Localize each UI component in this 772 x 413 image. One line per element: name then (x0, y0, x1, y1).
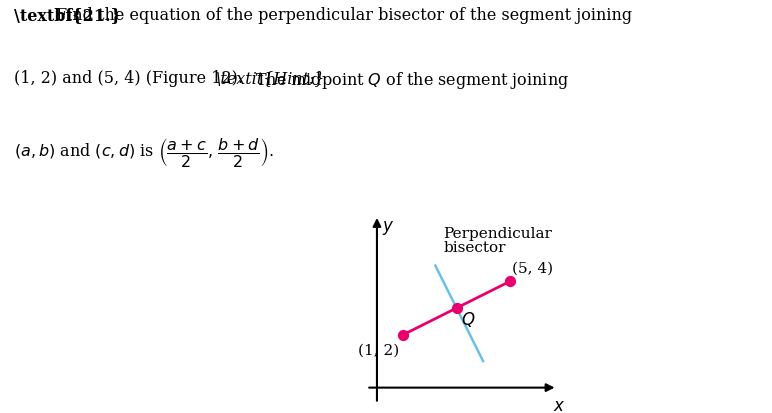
Text: The midpoint $Q$ of the segment joining: The midpoint $Q$ of the segment joining (250, 70, 569, 91)
Point (450, 305, 462, 311)
Text: (1, 2): (1, 2) (358, 343, 399, 357)
Text: \textbf{21.}: \textbf{21.} (14, 7, 120, 24)
Text: $(a, b)$ and $(c, d)$ is $\left(\dfrac{a+c}{2},\, \dfrac{b+d}{2}\right).$: $(a, b)$ and $(c, d)$ is $\left(\dfrac{a… (14, 136, 274, 169)
Point (398, 332, 410, 338)
Text: bisector: bisector (443, 241, 506, 255)
Text: $x$: $x$ (553, 397, 565, 413)
Text: (1, 2) and (5, 4) (Figure 12).: (1, 2) and (5, 4) (Figure 12). (14, 70, 248, 87)
Text: Perpendicular: Perpendicular (443, 226, 552, 240)
Text: $y$: $y$ (382, 218, 394, 236)
Point (503, 278, 516, 285)
Text: (5, 4): (5, 4) (513, 261, 554, 275)
Text: $Q$: $Q$ (462, 310, 476, 329)
Text: Find the equation of the perpendicular bisector of the segment joining: Find the equation of the perpendicular b… (56, 7, 632, 24)
Text: \textit{Hint:}: \textit{Hint:} (216, 70, 326, 87)
